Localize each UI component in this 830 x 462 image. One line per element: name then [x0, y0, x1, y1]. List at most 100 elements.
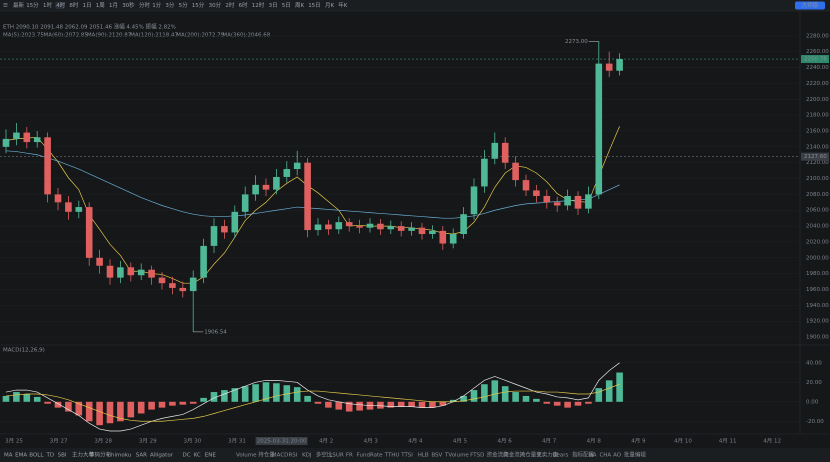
timeframe-button[interactable]: 月K — [325, 2, 335, 9]
macd-bar — [616, 372, 623, 402]
indicator-button[interactable]: LSUR — [329, 453, 344, 459]
timeframe-button[interactable]: 15日 — [308, 2, 321, 9]
y-tick-label: 2100.00 — [806, 176, 829, 182]
indicator-button[interactable]: 多空比 — [316, 451, 333, 459]
timeframe-button[interactable]: 年K — [338, 1, 348, 9]
y-tick-label: 20.00 — [806, 380, 822, 386]
indicator-button[interactable]: 资金流入 — [503, 451, 526, 459]
y-tick-label: 2080.00 — [806, 192, 829, 198]
timeframe-button[interactable]: 30秒 — [122, 1, 135, 9]
timeframe-button[interactable]: 30分 — [209, 1, 222, 9]
timeframe-button[interactable]: 分时 — [139, 1, 151, 9]
indicator-button[interactable]: SAR — [136, 453, 147, 459]
menu-icon[interactable]: ☰ — [3, 2, 8, 9]
indicator-button[interactable]: 买卖力度 — [536, 451, 559, 459]
indicator-button[interactable]: TTSI — [400, 453, 413, 459]
y-tick-label: 40.00 — [806, 360, 822, 366]
timeframe-button[interactable]: 1分 — [152, 1, 161, 9]
timeframe-button[interactable]: 2时 — [225, 1, 234, 9]
macd-bar — [377, 401, 384, 409]
indicator-button[interactable]: Bears — [553, 453, 569, 459]
macd-bar — [335, 401, 343, 410]
macd-bar — [408, 401, 415, 407]
indicator-button[interactable]: HA — [589, 453, 597, 459]
timeframe-button[interactable]: 15分 — [192, 1, 205, 9]
x-tick-label: 4月 11 — [719, 438, 737, 445]
candle-body — [616, 59, 623, 71]
y-tick-label: 2140.00 — [806, 144, 829, 150]
y-tick-label: 1940.00 — [806, 303, 829, 309]
timeframe-button[interactable]: 3分 — [165, 1, 174, 9]
indicator-button[interactable]: Ichimoku — [106, 453, 131, 459]
indicator-button[interactable]: MACD — [272, 453, 289, 459]
indicator-button[interactable]: KC — [194, 453, 201, 459]
primary-button[interactable]: 大师版 — [802, 1, 819, 9]
indicator-button[interactable]: TTHU — [384, 453, 400, 459]
candle-body — [543, 195, 551, 203]
timeframe-button[interactable]: 1月 — [109, 2, 118, 9]
timeframe-button[interactable]: 1日 — [83, 2, 92, 9]
y-tick-label: 2120.00 — [806, 160, 829, 166]
indicator-button[interactable]: 持仓量变 — [520, 451, 543, 459]
timeframe-button[interactable]: 1时 — [43, 1, 52, 9]
macd-bar — [460, 395, 467, 402]
indicator-button[interactable]: EMA — [15, 453, 27, 459]
timeframe-button[interactable]: 最新 — [13, 1, 25, 9]
indicator-button[interactable]: Alligator — [150, 453, 174, 459]
indicator-button[interactable]: FundRate — [357, 453, 384, 459]
macd-bar — [169, 401, 176, 406]
indicator-button[interactable]: CHA — [599, 453, 611, 459]
timeframe-button[interactable]: 4时 — [56, 1, 65, 9]
candle-body — [533, 190, 540, 196]
indicator-button[interactable]: RSI — [288, 453, 297, 459]
timeframe-button[interactable]: 5分 — [179, 1, 188, 9]
macd-bar — [522, 395, 530, 402]
indicator-button[interactable]: 主力大单 — [72, 451, 95, 459]
indicator-button[interactable]: BSV — [431, 453, 442, 459]
indicator-button[interactable]: 指标配置 — [572, 451, 595, 459]
timeframe-button[interactable]: 周K — [295, 2, 305, 9]
indicator-button[interactable]: FR — [346, 453, 353, 459]
indicator-button[interactable]: Volume — [236, 453, 257, 459]
indicator-button[interactable]: 筹码分布 — [89, 451, 112, 459]
timeframe-button[interactable]: 12时 — [252, 1, 265, 9]
macd-bar — [314, 401, 322, 404]
timeframe-button[interactable]: 1周 — [96, 2, 105, 9]
indicator-button[interactable]: 批量编辑 — [624, 451, 647, 459]
macd-bar — [106, 401, 114, 424]
macd-bar — [585, 401, 592, 404]
timeframe-button[interactable]: 3日 — [269, 2, 278, 9]
indicator-button[interactable]: TVolume — [444, 453, 469, 459]
timeframe-button[interactable]: 6时 — [239, 1, 248, 9]
macd-bar — [283, 385, 291, 402]
y-tick-label: 2000.00 — [806, 255, 829, 261]
indicator-button[interactable]: MA — [4, 453, 13, 459]
indicator-button[interactable]: FTSD — [470, 453, 484, 459]
candle-body — [397, 226, 405, 231]
indicator-button[interactable]: KDJ — [302, 453, 312, 459]
x-tick-label: 3月 27 — [50, 438, 68, 445]
indicator-button[interactable]: 持仓量 — [258, 451, 275, 459]
indicator-button[interactable]: TD — [46, 453, 55, 459]
candle-body — [564, 195, 571, 206]
indicator-button[interactable]: 资金流向 — [487, 451, 509, 459]
indicator-button[interactable]: BOLL — [29, 453, 44, 459]
candle-body — [210, 226, 218, 246]
indicator-button[interactable]: ENE — [205, 453, 217, 459]
candle-body — [449, 234, 457, 244]
indicator-button[interactable]: AO — [613, 453, 622, 459]
candle-body — [574, 195, 582, 209]
x-tick-label: 4月 9 — [631, 438, 646, 445]
macd-bar — [158, 401, 166, 408]
x-tick-label: 4月 10 — [674, 438, 692, 445]
timeframe-button[interactable]: 8时 — [69, 1, 78, 9]
indicator-button[interactable]: DC — [183, 453, 191, 459]
macd-bar — [387, 401, 395, 408]
candle-body — [23, 132, 31, 143]
timeframe-button[interactable]: 5日 — [282, 2, 291, 9]
indicator-button[interactable]: HLB — [418, 453, 429, 459]
macd-bar — [449, 399, 457, 402]
timeframe-button[interactable]: 15分 — [26, 1, 39, 9]
macd-bar — [543, 401, 551, 404]
indicator-button[interactable]: SBI — [58, 453, 67, 459]
